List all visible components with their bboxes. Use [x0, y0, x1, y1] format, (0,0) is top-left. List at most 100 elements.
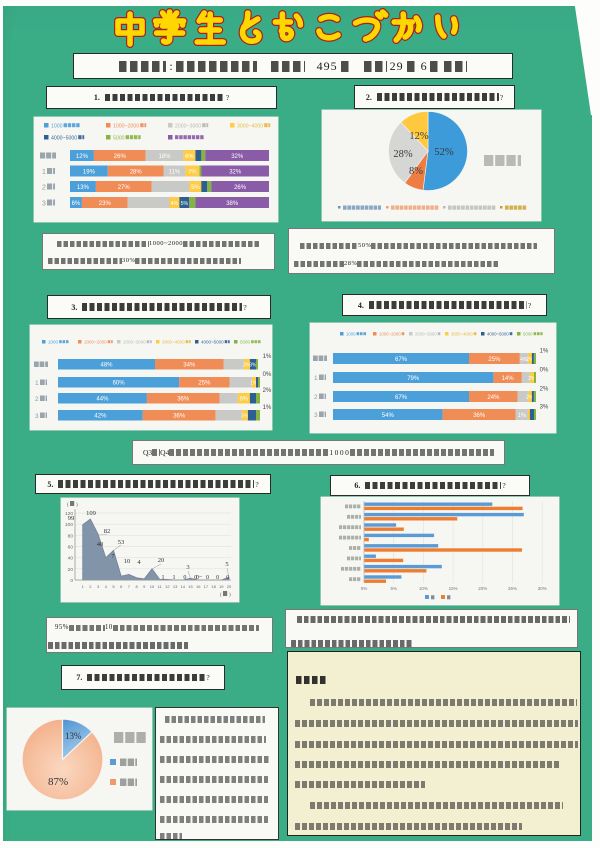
svg-text:8%: 8%	[409, 166, 423, 177]
svg-text:15: 15	[188, 584, 193, 589]
svg-text:18: 18	[211, 584, 216, 589]
svg-text:14%: 14%	[502, 376, 515, 382]
svg-text:1: 1	[42, 169, 46, 176]
svg-text:(: (	[67, 503, 69, 508]
svg-text:): )	[229, 593, 231, 598]
svg-text:12%: 12%	[76, 154, 89, 160]
svg-text:4000~5000: 4000~5000	[487, 331, 509, 336]
svg-text:5: 5	[112, 584, 115, 589]
svg-text:1000~2000: 1000~2000	[84, 339, 107, 344]
svg-text:19%: 19%	[83, 170, 96, 176]
svg-text:1%: 1%	[250, 381, 258, 387]
svg-text:4: 4	[105, 584, 108, 589]
svg-text:20: 20	[68, 567, 74, 573]
svg-text:6%: 6%	[239, 397, 248, 403]
svg-text:109: 109	[86, 510, 96, 517]
svg-text:0%: 0%	[361, 586, 368, 591]
svg-text:20%: 20%	[478, 586, 487, 591]
svg-text:26%: 26%	[234, 185, 247, 191]
svg-text:6%: 6%	[185, 154, 194, 160]
svg-text:5000: 5000	[240, 339, 251, 344]
svg-text:5%: 5%	[181, 201, 189, 207]
svg-text:5: 5	[225, 561, 228, 568]
svg-text:26%: 26%	[114, 154, 127, 160]
svg-text:36%: 36%	[177, 397, 190, 403]
svg-text:28%: 28%	[130, 170, 143, 176]
svg-text:87%: 87%	[48, 776, 68, 788]
svg-text:79%: 79%	[407, 376, 420, 382]
svg-text:0%: 0%	[263, 372, 272, 378]
svg-text:60%: 60%	[113, 381, 126, 387]
svg-text:2%: 2%	[526, 357, 534, 363]
svg-text:23%: 23%	[99, 201, 112, 207]
svg-text:3: 3	[97, 584, 100, 589]
svg-text:1000: 1000	[48, 339, 59, 344]
svg-text:0: 0	[70, 578, 73, 584]
svg-text:82: 82	[104, 528, 111, 535]
svg-text:1%: 1%	[263, 354, 272, 360]
svg-text:8: 8	[135, 584, 138, 589]
svg-text:25%: 25%	[488, 357, 501, 363]
svg-text:2: 2	[89, 584, 92, 589]
svg-text:9: 9	[143, 584, 146, 589]
svg-text:5000: 5000	[523, 331, 533, 336]
svg-text:1: 1	[82, 584, 85, 589]
svg-text:3: 3	[35, 413, 39, 420]
svg-text:2: 2	[35, 396, 39, 403]
svg-text:3%: 3%	[249, 363, 257, 369]
svg-text:5%: 5%	[390, 586, 397, 591]
svg-text:34%: 34%	[183, 363, 196, 369]
svg-text:1000~2000: 1000~2000	[113, 123, 139, 129]
svg-text:17: 17	[204, 584, 209, 589]
svg-text:32%: 32%	[229, 170, 242, 176]
svg-text:42%: 42%	[94, 414, 107, 420]
svg-text:1: 1	[314, 375, 318, 382]
svg-text:10: 10	[124, 558, 131, 565]
svg-text:3: 3	[186, 564, 189, 571]
svg-text:2000~3000: 2000~3000	[175, 123, 201, 129]
svg-text:5000: 5000	[113, 135, 125, 141]
svg-text:40: 40	[68, 556, 74, 562]
svg-text:4000~5000: 4000~5000	[201, 339, 224, 344]
svg-text:4000~5000: 4000~5000	[51, 135, 77, 141]
svg-text:20: 20	[158, 557, 165, 564]
svg-text:19: 19	[219, 584, 224, 589]
svg-text:3000~4000: 3000~4000	[451, 331, 473, 336]
svg-text:1 1 0 0: 1 1 0 0	[162, 575, 201, 581]
svg-text:3000~4000: 3000~4000	[237, 123, 263, 129]
svg-text:1: 1	[35, 380, 39, 387]
svg-text:1%: 1%	[540, 349, 549, 355]
svg-text:2000~3000: 2000~3000	[123, 339, 146, 344]
svg-text:80: 80	[68, 533, 74, 539]
svg-text:3: 3	[42, 201, 46, 208]
svg-text:1000: 1000	[51, 123, 63, 129]
svg-text:7: 7	[111, 553, 115, 560]
svg-text:15%: 15%	[449, 586, 458, 591]
svg-text:6: 6	[120, 584, 123, 589]
svg-text:7%: 7%	[188, 170, 197, 176]
svg-text:0 0 0 0: 0 0 0 0	[196, 575, 232, 581]
svg-text:28%: 28%	[393, 149, 413, 160]
svg-text:13: 13	[173, 584, 178, 589]
svg-text:12: 12	[165, 584, 170, 589]
svg-text:27%: 27%	[118, 185, 131, 191]
svg-text:1000~2000: 1000~2000	[379, 331, 401, 336]
svg-text:60: 60	[68, 545, 74, 551]
svg-text:52%: 52%	[434, 147, 454, 158]
svg-text:32%: 32%	[231, 154, 244, 160]
svg-text:6%: 6%	[72, 201, 81, 207]
svg-text:2: 2	[42, 185, 46, 192]
svg-text:11: 11	[158, 584, 163, 589]
svg-text:1%: 1%	[263, 405, 272, 411]
svg-text:3: 3	[314, 412, 318, 419]
svg-text:36%: 36%	[473, 413, 486, 419]
svg-text:100: 100	[65, 522, 73, 528]
svg-text:3%: 3%	[241, 414, 249, 420]
svg-text:11%: 11%	[169, 170, 181, 176]
svg-text:25%: 25%	[198, 381, 211, 387]
svg-text:44%: 44%	[96, 397, 109, 403]
svg-text:3%: 3%	[540, 405, 549, 411]
svg-text:10%: 10%	[419, 586, 428, 591]
svg-text:38%: 38%	[226, 201, 239, 207]
svg-text:67%: 67%	[395, 357, 408, 363]
